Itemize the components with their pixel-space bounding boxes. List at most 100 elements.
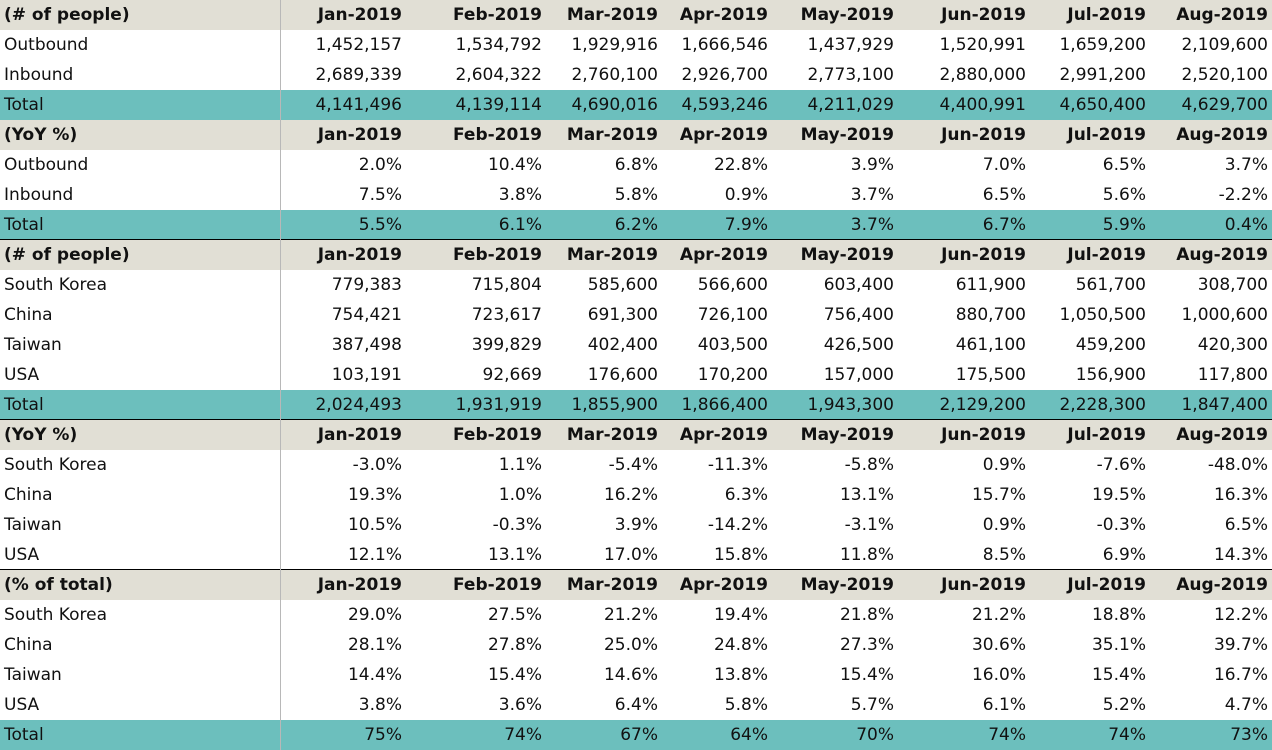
total-value-cell[interactable]: 74% [988, 725, 1026, 745]
value-cell[interactable]: 880,700 [955, 305, 1026, 325]
month-header-cell[interactable]: Apr-2019 [679, 5, 768, 25]
value-cell[interactable]: 4.7% [1224, 695, 1268, 715]
value-cell[interactable]: 17.0% [603, 545, 658, 565]
value-cell[interactable]: 2,604,322 [455, 65, 542, 85]
month-header-cell[interactable]: Feb-2019 [453, 575, 542, 595]
total-value-cell[interactable]: 1,847,400 [1181, 395, 1268, 415]
total-value-cell[interactable]: 2,129,200 [939, 395, 1026, 415]
value-cell[interactable]: 10.4% [487, 155, 542, 175]
row-label-cell[interactable]: Inbound [0, 60, 281, 90]
total-value-cell[interactable]: 2,024,493 [315, 395, 402, 415]
value-cell[interactable]: 6.3% [724, 485, 768, 505]
value-cell[interactable]: 5.8% [614, 185, 658, 205]
row-label-cell[interactable]: USA [0, 540, 281, 570]
total-value-cell[interactable]: 2,228,300 [1059, 395, 1146, 415]
month-header-cell[interactable]: Jan-2019 [317, 575, 402, 595]
value-cell[interactable]: 27.3% [839, 635, 894, 655]
value-cell[interactable]: 25.0% [603, 635, 658, 655]
row-label-cell[interactable]: South Korea [0, 270, 281, 300]
value-cell[interactable]: 103,191 [331, 365, 402, 385]
value-cell[interactable]: 6.5% [1102, 155, 1146, 175]
month-header-cell[interactable]: May-2019 [800, 125, 894, 145]
value-cell[interactable]: 7.0% [982, 155, 1026, 175]
value-cell[interactable]: 11.8% [839, 545, 894, 565]
value-cell[interactable]: 27.5% [487, 605, 542, 625]
total-value-cell[interactable]: 3.7% [850, 215, 894, 235]
value-cell[interactable]: 461,100 [955, 335, 1026, 355]
value-cell[interactable]: 2,520,100 [1181, 65, 1268, 85]
month-header-cell[interactable]: May-2019 [800, 5, 894, 25]
value-cell[interactable]: 6.8% [614, 155, 658, 175]
row-label-cell[interactable]: Taiwan [0, 510, 281, 540]
month-header-cell[interactable]: Aug-2019 [1176, 245, 1268, 265]
total-value-cell[interactable]: 4,593,246 [681, 95, 768, 115]
value-cell[interactable]: 403,500 [697, 335, 768, 355]
value-cell[interactable]: 399,829 [471, 335, 542, 355]
value-cell[interactable]: 39.7% [1213, 635, 1268, 655]
total-value-cell[interactable]: 6.2% [614, 215, 658, 235]
value-cell[interactable]: 561,700 [1075, 275, 1146, 295]
value-cell[interactable]: 18.8% [1091, 605, 1146, 625]
value-cell[interactable]: 2,760,100 [571, 65, 658, 85]
month-header-cell[interactable]: Apr-2019 [679, 575, 768, 595]
value-cell[interactable]: 566,600 [697, 275, 768, 295]
value-cell[interactable]: 5.7% [850, 695, 894, 715]
row-label-cell[interactable]: Outbound [0, 150, 281, 180]
month-header-cell[interactable]: Jul-2019 [1067, 5, 1146, 25]
value-cell[interactable]: 2,689,339 [315, 65, 402, 85]
month-header-cell[interactable]: Apr-2019 [679, 245, 768, 265]
value-cell[interactable]: 3.9% [614, 515, 658, 535]
value-cell[interactable]: 117,800 [1197, 365, 1268, 385]
header-label-cell[interactable]: (# of people) [0, 0, 281, 30]
value-cell[interactable]: 1,929,916 [571, 35, 658, 55]
value-cell[interactable]: 459,200 [1075, 335, 1146, 355]
month-header-cell[interactable]: Jun-2019 [941, 245, 1026, 265]
value-cell[interactable]: 15.4% [1091, 665, 1146, 685]
header-label-cell[interactable]: (YoY %) [0, 120, 281, 150]
value-cell[interactable]: 15.4% [487, 665, 542, 685]
month-header-cell[interactable]: Feb-2019 [453, 425, 542, 445]
month-header-cell[interactable]: May-2019 [800, 425, 894, 445]
value-cell[interactable]: 0.9% [724, 185, 768, 205]
row-label-cell[interactable]: Taiwan [0, 330, 281, 360]
month-header-cell[interactable]: Jan-2019 [317, 125, 402, 145]
month-header-cell[interactable]: Jan-2019 [317, 245, 402, 265]
total-value-cell[interactable]: 64% [730, 725, 768, 745]
value-cell[interactable]: 0.9% [982, 455, 1026, 475]
value-cell[interactable]: -0.3% [492, 515, 542, 535]
row-label-cell[interactable]: Inbound [0, 180, 281, 210]
total-value-cell[interactable]: 4,211,029 [807, 95, 894, 115]
value-cell[interactable]: -7.6% [1096, 455, 1146, 475]
total-value-cell[interactable]: 74% [1108, 725, 1146, 745]
value-cell[interactable]: 308,700 [1197, 275, 1268, 295]
value-cell[interactable]: 24.8% [713, 635, 768, 655]
month-header-cell[interactable]: Jun-2019 [941, 425, 1026, 445]
value-cell[interactable]: 5.2% [1102, 695, 1146, 715]
value-cell[interactable]: 3.8% [358, 695, 402, 715]
value-cell[interactable]: 30.6% [971, 635, 1026, 655]
month-header-cell[interactable]: Feb-2019 [453, 125, 542, 145]
header-label-cell[interactable]: (YoY %) [0, 420, 281, 450]
value-cell[interactable]: 1,666,546 [681, 35, 768, 55]
total-value-cell[interactable]: 1,943,300 [807, 395, 894, 415]
month-header-cell[interactable]: Aug-2019 [1176, 425, 1268, 445]
value-cell[interactable]: 12.2% [1213, 605, 1268, 625]
total-value-cell[interactable]: 6.1% [498, 215, 542, 235]
value-cell[interactable]: -11.3% [707, 455, 768, 475]
value-cell[interactable]: 13.8% [713, 665, 768, 685]
value-cell[interactable]: 3.7% [850, 185, 894, 205]
total-value-cell[interactable]: 70% [856, 725, 894, 745]
value-cell[interactable]: 3.7% [1224, 155, 1268, 175]
value-cell[interactable]: 12.1% [347, 545, 402, 565]
total-value-cell[interactable]: 1,855,900 [571, 395, 658, 415]
value-cell[interactable]: 2,926,700 [681, 65, 768, 85]
month-header-cell[interactable]: Apr-2019 [679, 425, 768, 445]
value-cell[interactable]: 756,400 [823, 305, 894, 325]
value-cell[interactable]: 2,880,000 [939, 65, 1026, 85]
value-cell[interactable]: 10.5% [347, 515, 402, 535]
value-cell[interactable]: 1,452,157 [315, 35, 402, 55]
month-header-cell[interactable]: Jul-2019 [1067, 125, 1146, 145]
month-header-cell[interactable]: Aug-2019 [1176, 125, 1268, 145]
value-cell[interactable]: 5.8% [724, 695, 768, 715]
value-cell[interactable]: 6.5% [1224, 515, 1268, 535]
